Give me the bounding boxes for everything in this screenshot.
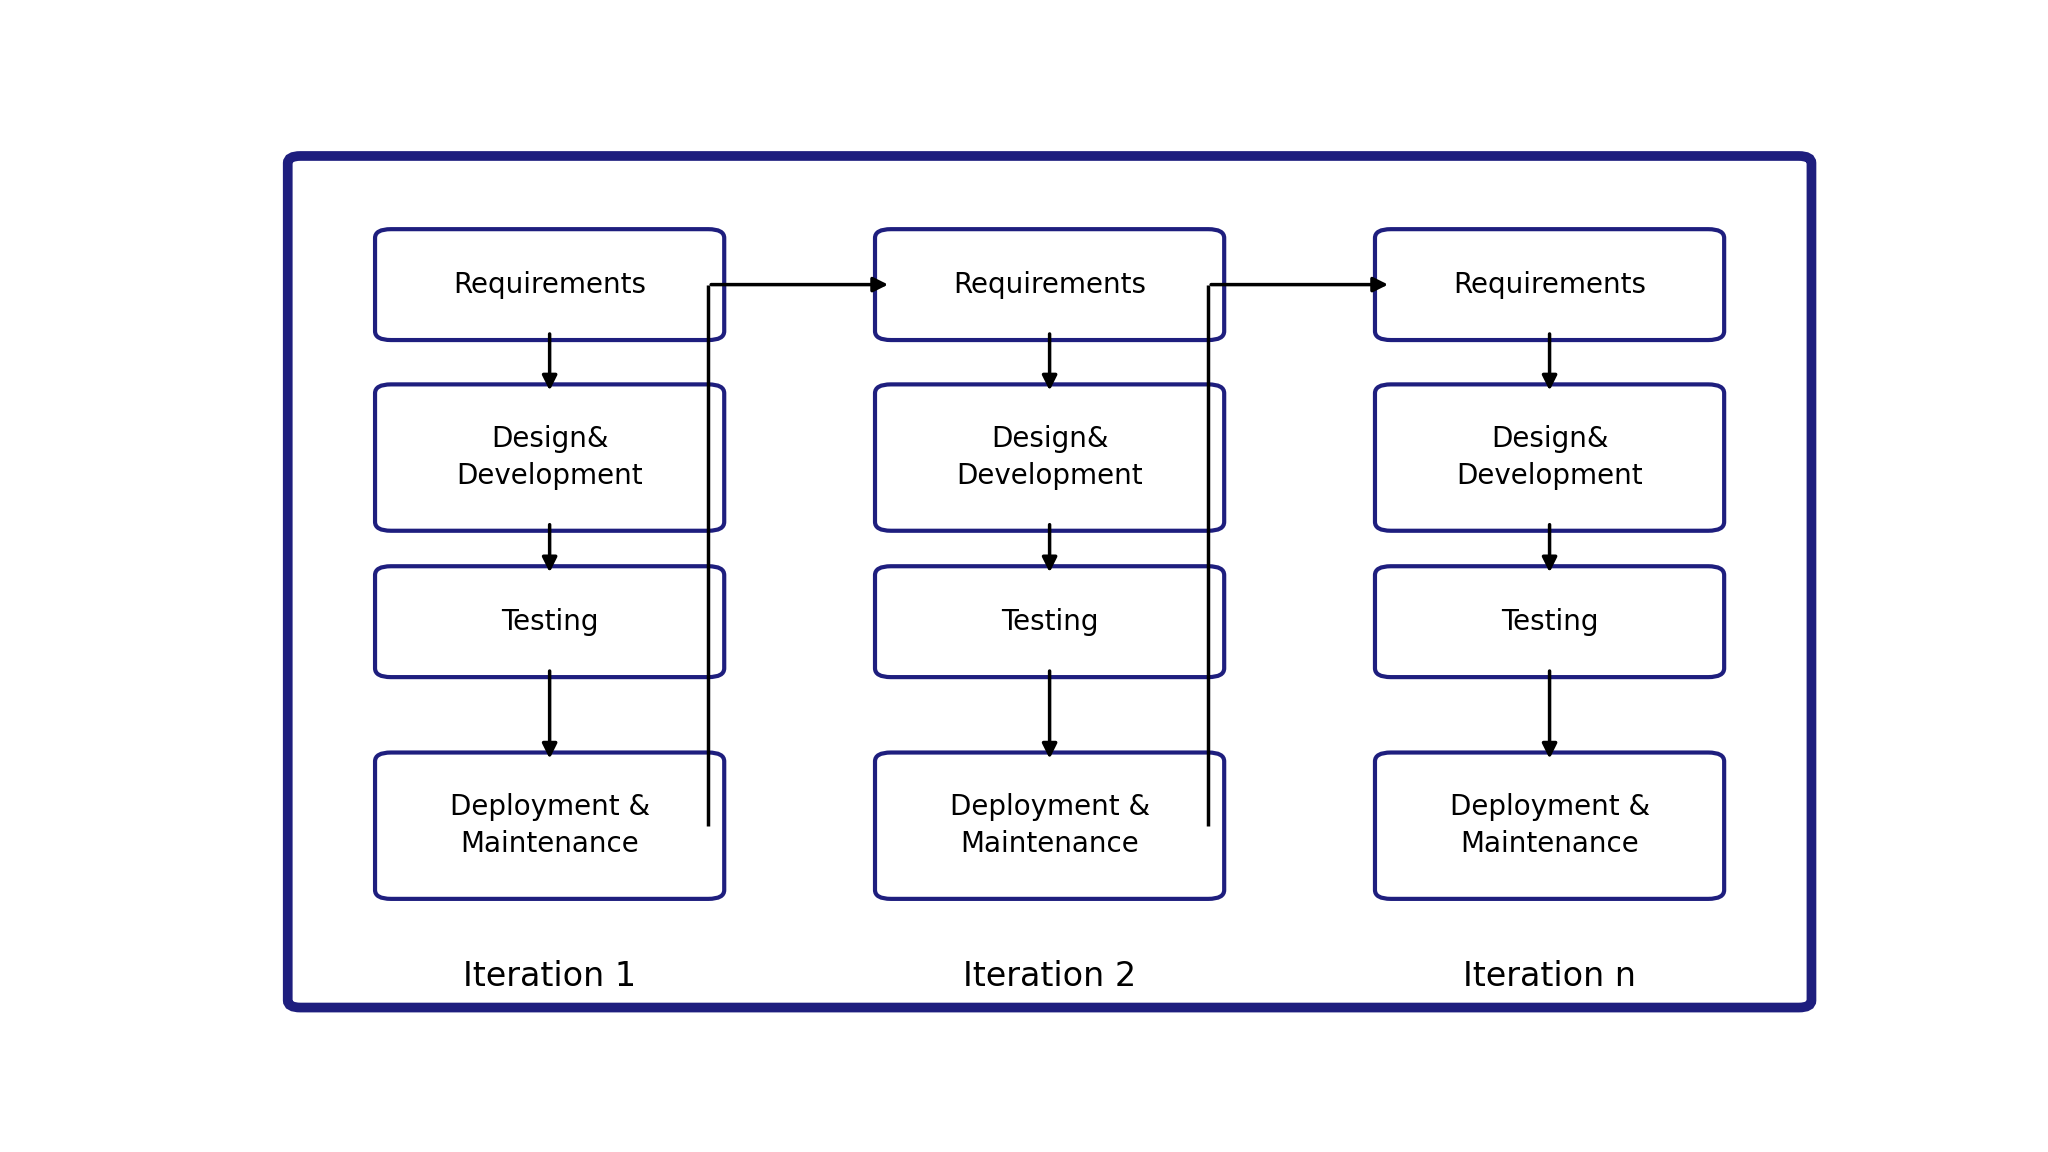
FancyBboxPatch shape bbox=[375, 752, 725, 899]
Text: Requirements: Requirements bbox=[453, 271, 645, 298]
Text: Iteration 2: Iteration 2 bbox=[963, 960, 1137, 993]
Text: Testing: Testing bbox=[502, 607, 598, 636]
Text: Iteration 1: Iteration 1 bbox=[463, 960, 637, 993]
FancyBboxPatch shape bbox=[1374, 567, 1724, 677]
FancyBboxPatch shape bbox=[874, 229, 1225, 340]
FancyBboxPatch shape bbox=[287, 156, 1810, 1008]
Text: Design&
Development: Design& Development bbox=[1456, 425, 1642, 490]
Text: Deployment &
Maintenance: Deployment & Maintenance bbox=[1450, 794, 1649, 858]
Text: Design&
Development: Design& Development bbox=[457, 425, 643, 490]
FancyBboxPatch shape bbox=[375, 385, 725, 531]
Text: Deployment &
Maintenance: Deployment & Maintenance bbox=[451, 794, 649, 858]
Text: Testing: Testing bbox=[1001, 607, 1098, 636]
FancyBboxPatch shape bbox=[874, 567, 1225, 677]
FancyBboxPatch shape bbox=[874, 385, 1225, 531]
FancyBboxPatch shape bbox=[1374, 385, 1724, 531]
FancyBboxPatch shape bbox=[375, 229, 725, 340]
FancyBboxPatch shape bbox=[375, 567, 725, 677]
Text: Testing: Testing bbox=[1501, 607, 1597, 636]
Text: Requirements: Requirements bbox=[1454, 271, 1647, 298]
FancyBboxPatch shape bbox=[1374, 229, 1724, 340]
FancyBboxPatch shape bbox=[874, 752, 1225, 899]
FancyBboxPatch shape bbox=[1374, 752, 1724, 899]
Text: Requirements: Requirements bbox=[952, 271, 1147, 298]
Text: Deployment &
Maintenance: Deployment & Maintenance bbox=[950, 794, 1149, 858]
Text: Iteration n: Iteration n bbox=[1462, 960, 1636, 993]
Text: Design&
Development: Design& Development bbox=[956, 425, 1143, 490]
